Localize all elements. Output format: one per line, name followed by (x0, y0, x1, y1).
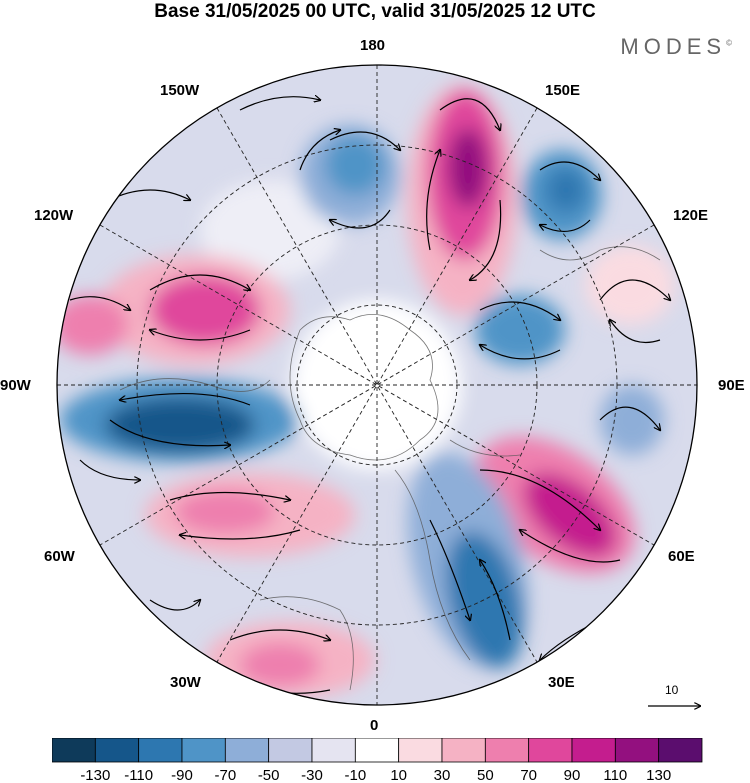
colorbar-tick-label: -70 (214, 767, 236, 783)
colorbar-swatch (441, 738, 486, 763)
colorbar-tick-label: -90 (171, 767, 193, 783)
colorbar-swatch (138, 738, 183, 763)
colorbar-swatch (658, 738, 703, 763)
colorbar-swatch (354, 738, 400, 763)
lon-label-120w: 120W (34, 207, 74, 224)
colorbar-swatch (571, 738, 616, 763)
colorbar-tick-label: 130 (646, 767, 671, 783)
anomaly-field (57, 65, 697, 705)
lon-label-60w: 60W (44, 548, 75, 565)
graticule (57, 65, 697, 705)
brand-logo: MODES© (620, 34, 732, 59)
colorbar-tick-label: 10 (390, 767, 407, 783)
wind-vectors (69, 97, 670, 694)
colorbar-swatch (181, 738, 226, 763)
lon-label-90e: 90E (718, 377, 745, 394)
colorbar-tick-label: -110 (124, 767, 153, 783)
lon-label-120e: 120E (673, 207, 709, 224)
colorbar-swatch (484, 738, 530, 763)
colorbar-tick-label: 50 (477, 767, 494, 783)
lon-label-180: 180 (360, 37, 386, 54)
lon-label-0: 0 (370, 717, 379, 734)
lon-label-60e: 60E (668, 548, 695, 565)
colorbar-swatch (268, 738, 313, 763)
colorbar-swatch (528, 738, 573, 763)
colorbar-tick-label: 70 (520, 767, 537, 783)
lon-label-30e: 30E (548, 674, 575, 691)
lon-label-150e: 150E (545, 82, 581, 99)
lon-label-150w: 150W (160, 82, 200, 99)
colorbar: -130 -110 -90 -70 -50 -30 -10 10 30 50 70 90 110 130 (52, 738, 703, 783)
colorbar-tick-label: 30 (434, 767, 451, 783)
colorbar-swatch (614, 738, 660, 763)
colorbar-tick-label: -130 (80, 767, 110, 783)
reference-vector-label: 10 (665, 683, 679, 697)
map-title: Base 31/05/2025 00 UTC, valid 31/05/2025… (154, 1, 596, 22)
colorbar-swatch (398, 738, 443, 763)
colorbar-tick-label: 90 (564, 767, 581, 783)
coastlines (119, 246, 661, 691)
colorbar-tick-label: -50 (258, 767, 280, 783)
colorbar-tick-label: 110 (603, 767, 627, 783)
colorbar-tick-label: -10 (344, 767, 366, 783)
colorbar-swatch (94, 738, 140, 763)
colorbar-tick-label: -30 (301, 767, 323, 783)
colorbar-swatch (311, 738, 356, 763)
lon-label-90w: 90W (0, 377, 31, 394)
colorbar-swatch (52, 738, 96, 763)
colorbar-swatch (224, 738, 270, 763)
lon-label-30w: 30W (170, 674, 201, 691)
